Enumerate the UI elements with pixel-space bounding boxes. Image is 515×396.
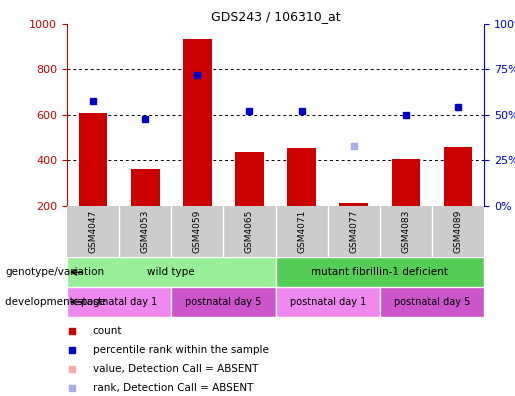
Text: GSM4059: GSM4059 — [193, 210, 202, 253]
Text: postnatal day 5: postnatal day 5 — [185, 297, 262, 307]
Text: postnatal day 1: postnatal day 1 — [81, 297, 157, 307]
Text: postnatal day 5: postnatal day 5 — [394, 297, 470, 307]
Text: postnatal day 1: postnatal day 1 — [289, 297, 366, 307]
Text: GSM4077: GSM4077 — [349, 210, 358, 253]
Text: mutant fibrillin-1 deficient: mutant fibrillin-1 deficient — [312, 267, 448, 277]
Text: rank, Detection Call = ABSENT: rank, Detection Call = ABSENT — [93, 383, 253, 393]
Text: genotype/variation: genotype/variation — [5, 267, 104, 277]
Bar — [380, 287, 484, 317]
Text: wild type: wild type — [147, 267, 195, 277]
Text: count: count — [93, 326, 122, 336]
Bar — [131, 169, 160, 206]
Text: GSM4053: GSM4053 — [141, 210, 150, 253]
Bar — [276, 287, 380, 317]
Text: value, Detection Call = ABSENT: value, Detection Call = ABSENT — [93, 364, 258, 374]
Bar — [171, 287, 276, 317]
Bar — [67, 287, 171, 317]
Bar — [67, 257, 276, 287]
Bar — [339, 202, 368, 206]
Title: GDS243 / 106310_at: GDS243 / 106310_at — [211, 10, 340, 23]
Text: GSM4089: GSM4089 — [454, 210, 462, 253]
Text: GSM4083: GSM4083 — [401, 210, 410, 253]
Text: GSM4071: GSM4071 — [297, 210, 306, 253]
Text: GSM4047: GSM4047 — [89, 210, 97, 253]
Bar — [287, 148, 316, 206]
Bar — [391, 159, 420, 206]
Bar — [276, 257, 484, 287]
Bar — [183, 38, 212, 206]
Text: development stage: development stage — [5, 297, 106, 307]
Bar — [235, 152, 264, 206]
Text: GSM4065: GSM4065 — [245, 210, 254, 253]
Text: percentile rank within the sample: percentile rank within the sample — [93, 345, 269, 355]
Bar — [444, 147, 472, 206]
Bar — [79, 112, 107, 206]
